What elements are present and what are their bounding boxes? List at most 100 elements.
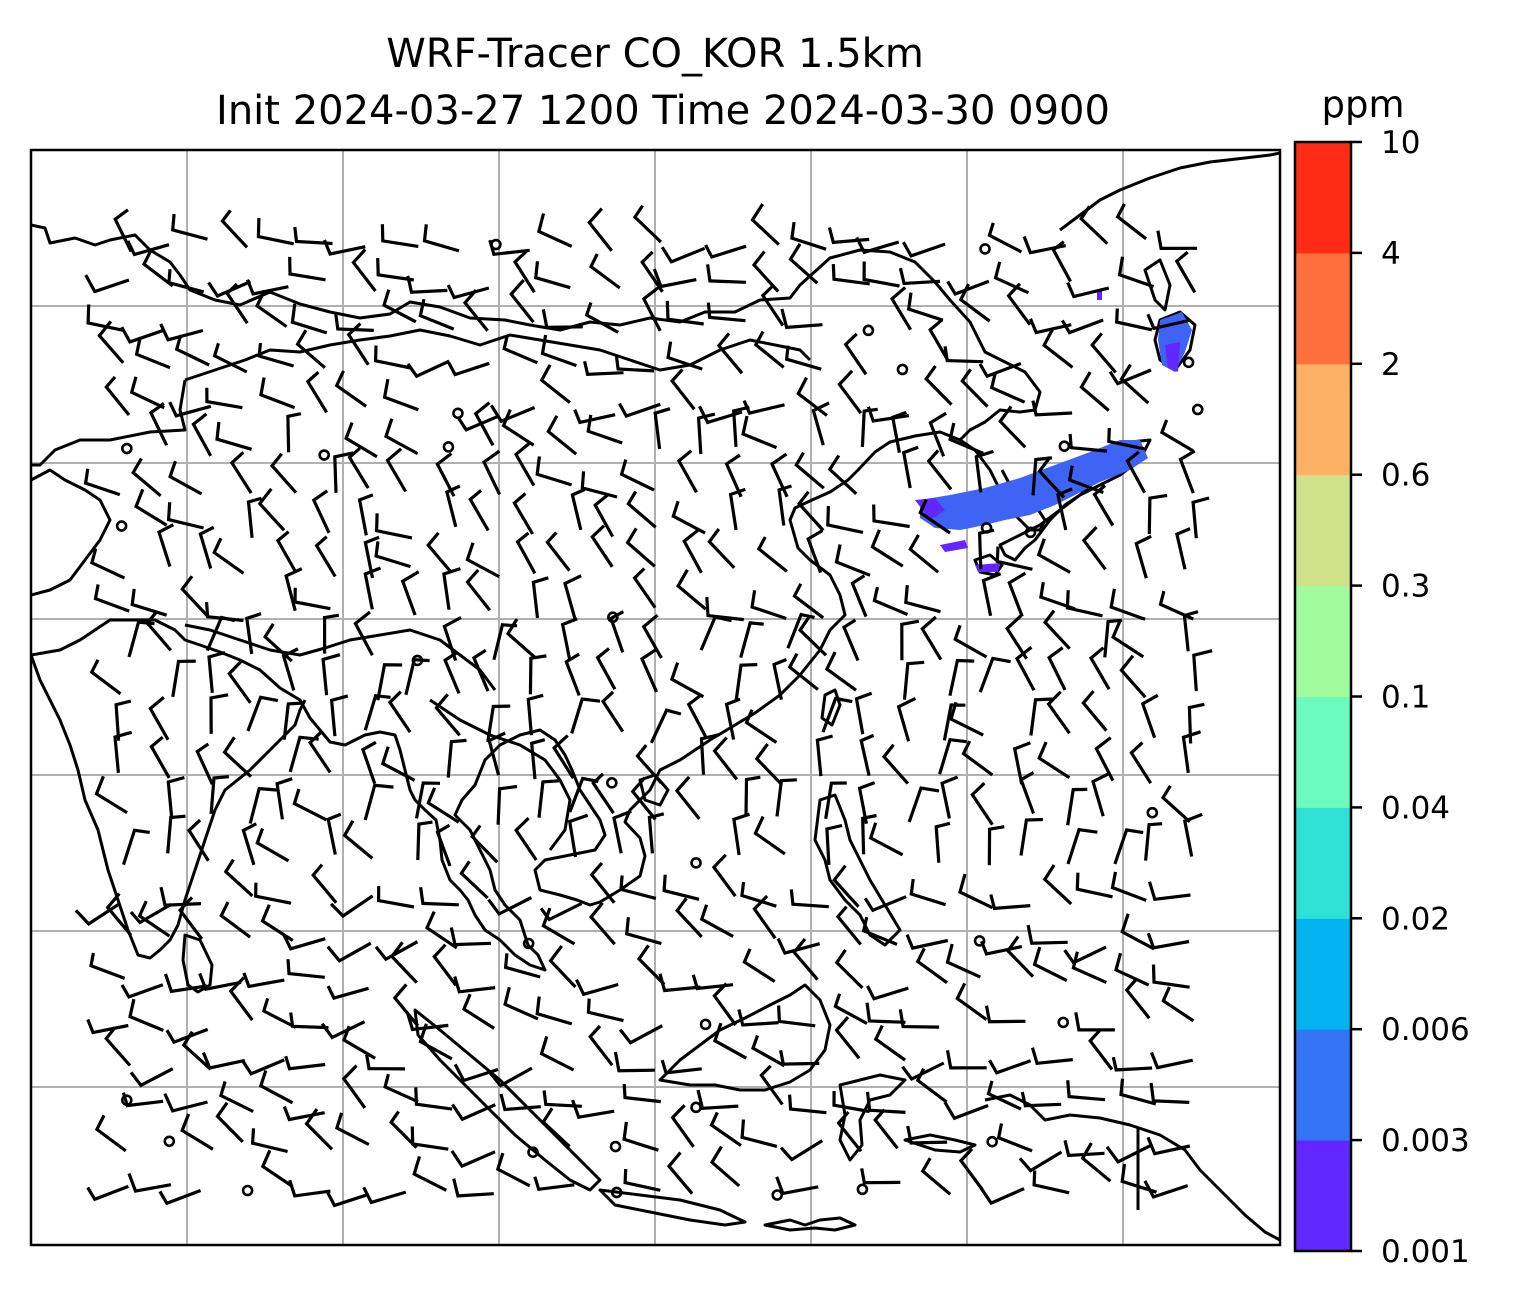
wind-barb	[622, 1121, 659, 1152]
wind-barb	[915, 947, 948, 984]
colorbar-segment	[1295, 807, 1351, 919]
wind-barb	[662, 874, 700, 901]
wind-barb	[357, 493, 374, 536]
wind-barb	[780, 308, 823, 330]
wind-barb	[948, 658, 975, 697]
wind-barb	[126, 240, 170, 257]
wind-barb	[779, 1139, 824, 1162]
wind-barb	[834, 1016, 861, 1060]
wind-barb	[539, 364, 571, 404]
wind-barb	[121, 828, 150, 866]
wind-barb	[228, 976, 254, 1022]
wind-barb	[541, 907, 576, 946]
wind-barb	[756, 536, 788, 573]
wind-barb	[89, 659, 122, 696]
wind-barb	[905, 933, 949, 950]
wind-barb	[961, 740, 994, 777]
wind-barb	[924, 365, 953, 406]
wind-barb	[1129, 741, 1153, 785]
wind-barb	[487, 731, 506, 776]
wind-barb	[435, 823, 452, 867]
wind-barb	[533, 1176, 575, 1192]
map-panel	[29, 148, 1282, 1247]
wind-barb	[90, 548, 126, 580]
wind-barb	[1160, 784, 1191, 823]
wind-barb	[706, 302, 746, 323]
wind-barb	[422, 224, 460, 253]
wind-barb	[926, 449, 953, 491]
plume-core	[915, 498, 945, 520]
colorbar: ppm 0.001 0.003 0.006 0.02 0.04 0.1 0.3 0.6 2 4 10	[1293, 83, 1470, 1270]
colorbar-tick-label: 0.003	[1381, 1123, 1470, 1159]
wind-barb	[640, 250, 664, 293]
wind-barb	[948, 422, 984, 455]
wind-barb	[666, 341, 703, 371]
wind-barb	[978, 656, 1011, 693]
wind-barb	[487, 896, 533, 916]
wind-barb	[533, 261, 571, 290]
wind-barb	[945, 943, 981, 979]
wind-barb	[537, 779, 561, 818]
wind-barb	[1147, 881, 1191, 902]
wind-barb	[779, 1049, 820, 1066]
calm-marker	[690, 857, 702, 869]
wind-barb	[539, 1035, 575, 1072]
wind-barb	[389, 941, 418, 984]
wind-barb	[341, 1064, 367, 1109]
wind-barb	[209, 693, 229, 734]
wind-barb	[1031, 400, 1073, 417]
coastline-new-guinea	[984, 1093, 1280, 1242]
wind-barb	[166, 814, 186, 854]
wind-barb	[860, 1168, 901, 1185]
wind-barb	[1159, 419, 1194, 453]
wind-barb	[292, 788, 328, 822]
wind-barb	[86, 1184, 129, 1202]
wind-barb	[824, 651, 857, 692]
wind-barb	[1056, 487, 1073, 531]
wind-barb	[739, 621, 764, 659]
calm-marker	[163, 1135, 176, 1148]
wind-barb	[462, 289, 489, 332]
wind-barb	[178, 896, 204, 940]
wind-barb	[958, 873, 994, 910]
wind-barb	[575, 979, 619, 997]
wind-barb	[724, 697, 741, 740]
wind-barb	[419, 886, 459, 907]
wind-barb	[1091, 772, 1109, 817]
wind-barb	[1068, 433, 1108, 453]
wind-barb	[513, 441, 536, 487]
wind-barb	[1191, 496, 1210, 539]
wind-barb	[709, 1145, 741, 1188]
wind-barb	[1032, 946, 1068, 983]
wind-barb	[1105, 1144, 1152, 1164]
wind-barb	[622, 1083, 661, 1104]
coastline-hainan	[638, 773, 670, 807]
wind-barb	[450, 1150, 496, 1169]
wind-barb	[174, 334, 210, 367]
colorbar-segment	[1295, 696, 1351, 808]
colorbar-tick-label: 0.6	[1381, 458, 1430, 494]
calm-marker	[241, 1184, 254, 1197]
wind-barb	[1092, 484, 1115, 527]
wind-barb	[363, 783, 394, 821]
wind-barb	[246, 496, 262, 538]
wind-barb	[113, 730, 133, 773]
wind-barb	[1080, 1142, 1112, 1183]
wind-barb	[501, 408, 535, 447]
wind-barb	[362, 1186, 407, 1205]
wind-barb	[744, 775, 761, 816]
wind-barb	[740, 1119, 778, 1148]
wind-barb	[890, 410, 907, 453]
wind-barb	[288, 1179, 331, 1198]
wind-barb	[158, 1189, 202, 1206]
wind-barb	[170, 213, 208, 241]
wind-barb	[260, 904, 294, 942]
wind-barb	[945, 1050, 987, 1070]
wind-barb	[535, 456, 573, 487]
wind-barb	[134, 338, 171, 370]
wind-barb	[589, 901, 616, 946]
wind-barb	[288, 256, 326, 282]
wind-barb	[426, 787, 460, 824]
wind-barb	[1071, 951, 1107, 984]
wind-barb	[775, 778, 797, 817]
